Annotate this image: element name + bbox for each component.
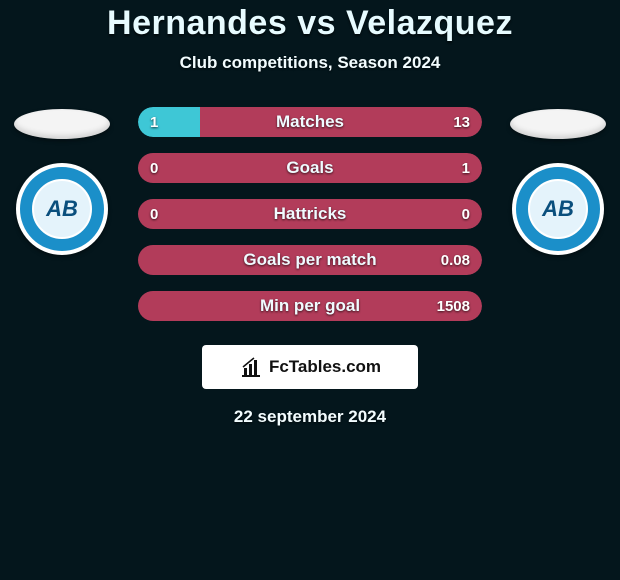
right-club-badge: AB [512,163,604,255]
left-club-badge: AB [16,163,108,255]
stat-value-left: 0 [150,153,158,183]
stat-value-right: 13 [453,107,470,137]
stat-value-right: 1508 [437,291,470,321]
left-badge-initials: AB [34,181,90,237]
left-player-col: AB [8,109,116,255]
stat-label: Goals per match [138,245,482,275]
stat-value-right: 0 [462,199,470,229]
right-flag-ellipse [510,109,606,139]
stat-value-right: 1 [462,153,470,183]
stat-label: Min per goal [138,291,482,321]
stat-value-left: 1 [150,107,158,137]
right-player-col: AB [504,109,612,255]
main-area: AB Matches113Goals01Hattricks00Goals per… [0,107,620,321]
stat-row: Hattricks0 0 [138,199,482,229]
comparison-card: Hernandes vs Velazquez Club competitions… [0,0,620,427]
left-flag-ellipse [14,109,110,139]
stat-row: Goals per match0.08 [138,245,482,275]
stat-label: Matches [138,107,482,137]
stat-label: Goals [138,153,482,183]
stat-row: Goals0 1 [138,153,482,183]
bar-chart-icon [239,355,263,379]
stat-value-right: 0.08 [441,245,470,275]
stat-bars: Matches113Goals01Hattricks00Goals per ma… [138,107,482,321]
right-badge-initials: AB [530,181,586,237]
attribution-badge[interactable]: FcTables.com [202,345,418,389]
stat-value-left: 0 [150,199,158,229]
subtitle: Club competitions, Season 2024 [0,53,620,73]
stat-label: Hattricks [138,199,482,229]
stat-row: Matches1 13 [138,107,482,137]
attribution-text: FcTables.com [269,357,381,377]
page-title: Hernandes vs Velazquez [0,4,620,43]
stat-row: Min per goal1508 [138,291,482,321]
date-line: 22 september 2024 [0,407,620,427]
